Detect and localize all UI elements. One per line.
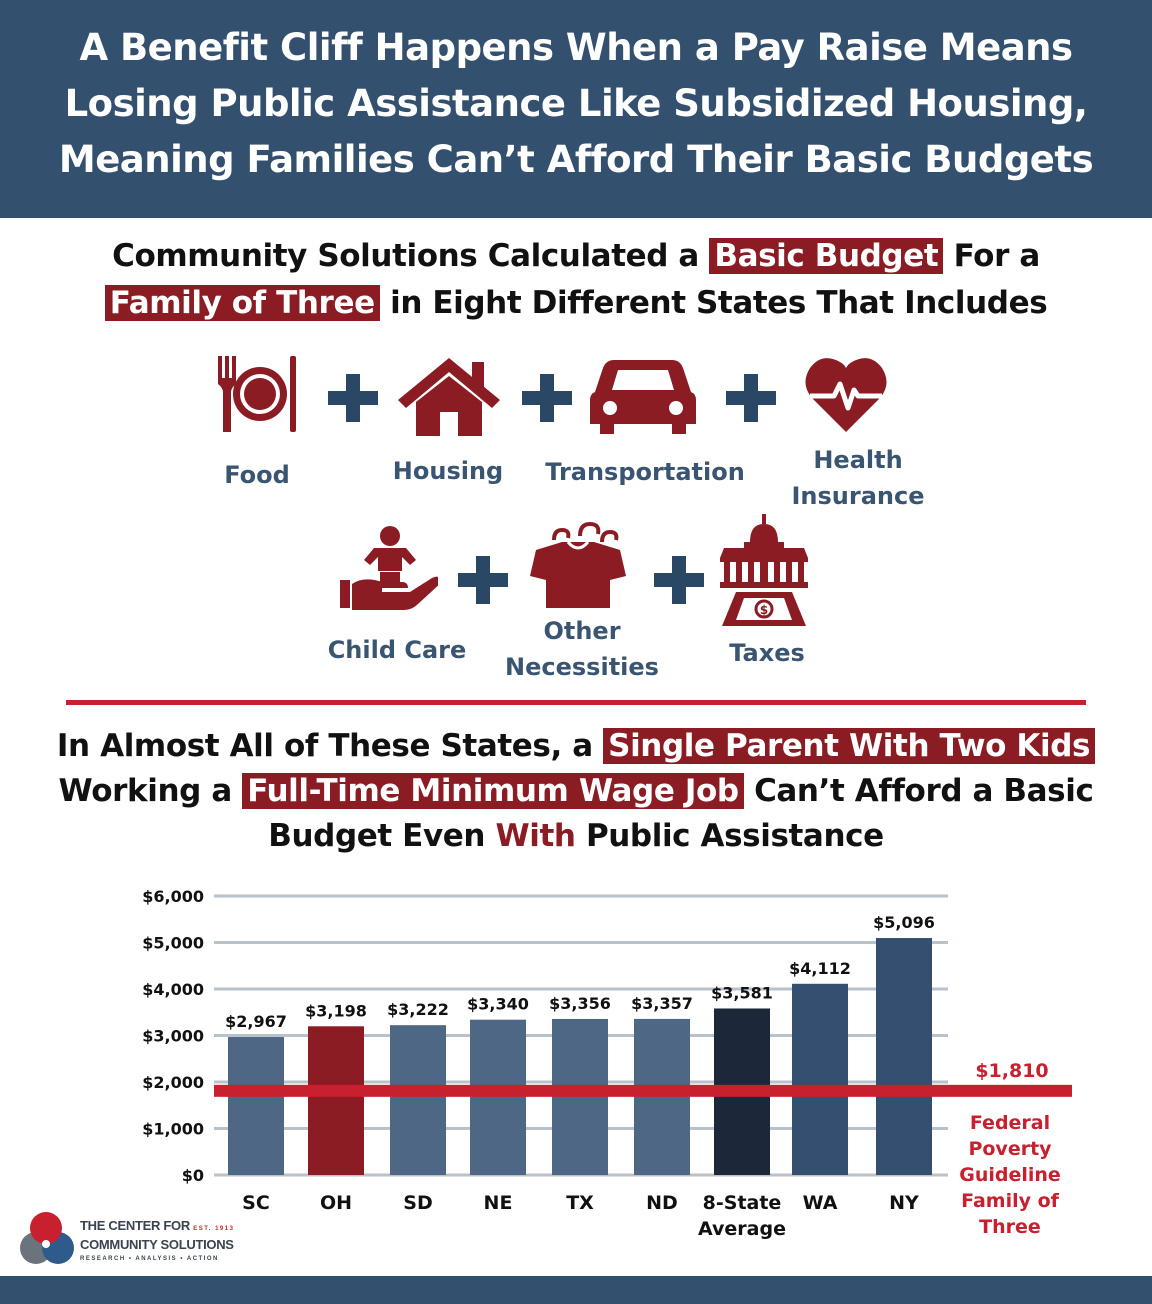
y-tick-label: $5,000 xyxy=(142,934,204,953)
data-label: $3,340 xyxy=(467,995,529,1014)
organization-name: THE CENTER FOR EST. 1913 COMMUNITY SOLUT… xyxy=(80,1218,235,1262)
header-line-1: A Benefit Cliff Happens When a Pay Raise… xyxy=(79,26,1073,69)
with-emphasis: With xyxy=(495,818,576,854)
section-divider xyxy=(66,700,1086,705)
x-tick-label: 8-State xyxy=(703,1192,782,1214)
poverty-guideline-caption: Poverty xyxy=(968,1138,1052,1160)
poverty-guideline-caption: Family of xyxy=(961,1190,1060,1212)
header-banner: A Benefit Cliff Happens When a Pay Raise… xyxy=(0,0,1152,218)
data-label: $3,357 xyxy=(631,994,693,1013)
data-label: $5,096 xyxy=(873,913,935,932)
basic-budget-highlight: Basic Budget xyxy=(709,238,944,274)
x-tick-label: NE xyxy=(484,1192,513,1214)
food-label: Food xyxy=(224,461,290,489)
child-care-icon xyxy=(340,526,438,610)
bar xyxy=(390,1025,446,1175)
house-icon xyxy=(398,358,500,436)
y-tick-label: $3,000 xyxy=(142,1027,204,1046)
data-label: $3,356 xyxy=(549,994,611,1013)
x-tick-label: NY xyxy=(889,1192,919,1214)
poverty-guideline-line xyxy=(214,1084,1072,1097)
y-tick-label: $0 xyxy=(182,1166,204,1185)
poverty-guideline-caption: Guideline xyxy=(959,1164,1061,1186)
data-label: $2,967 xyxy=(225,1012,287,1031)
y-tick-label: $1,000 xyxy=(142,1120,204,1139)
family-of-three-highlight: Family of Three xyxy=(104,285,380,321)
bar xyxy=(634,1018,690,1175)
car-icon xyxy=(590,360,696,434)
minimum-wage-highlight: Full-Time Minimum Wage Job xyxy=(242,773,744,809)
finding-line-3: Budget Even With Public Assistance xyxy=(268,818,884,854)
x-tick-label: TX xyxy=(566,1192,594,1214)
y-tick-label: $6,000 xyxy=(142,887,204,906)
x-tick-label: SC xyxy=(242,1192,270,1214)
data-label: $4,112 xyxy=(789,959,851,978)
bar xyxy=(470,1019,526,1175)
taxes-label: Taxes xyxy=(729,639,805,667)
plus-icon xyxy=(328,374,378,422)
clothes-icon xyxy=(530,521,626,608)
plus-icon xyxy=(458,556,508,604)
plus-icon xyxy=(654,556,704,604)
budget-bar-chart: $0 $1,000 $2,000 $3,000 $4,000 $5,000 $6,000 $2… xyxy=(142,887,1072,1240)
food-icon xyxy=(218,356,296,432)
x-tick-label: ND xyxy=(646,1192,678,1214)
bar xyxy=(308,1026,364,1175)
y-tick-label: $2,000 xyxy=(142,1073,204,1092)
poverty-guideline-value: $1,810 xyxy=(975,1060,1048,1082)
bar xyxy=(228,1037,284,1175)
data-label: $3,222 xyxy=(387,1000,449,1019)
health-insurance-label: Health Insurance xyxy=(791,446,925,510)
intro-line-1: Community Solutions Calculated a Basic B… xyxy=(112,238,1040,274)
finding-line-1: In Almost All of These States, a Single … xyxy=(0,728,1152,764)
x-tick-label: WA xyxy=(803,1192,838,1214)
plus-icon xyxy=(522,374,572,422)
transportation-label: Transportation xyxy=(545,458,745,486)
intro-line-2: Family of Three in Eight Different State… xyxy=(0,285,1152,321)
y-tick-label: $4,000 xyxy=(142,980,204,999)
child-care-label: Child Care xyxy=(327,636,467,664)
x-tick-label: Average xyxy=(698,1218,786,1240)
x-tick-label: OH xyxy=(320,1192,352,1214)
poverty-guideline-caption: Federal xyxy=(970,1112,1050,1134)
header-line-2: Losing Public Assistance Like Subsidized… xyxy=(64,82,1088,125)
x-tick-label: SD xyxy=(403,1192,432,1214)
organization-logo xyxy=(20,1212,74,1264)
bar xyxy=(552,1018,608,1175)
bar xyxy=(876,938,932,1175)
finding-line-2: Working a Full-Time Minimum Wage Job Can… xyxy=(58,773,1094,809)
footer-banner xyxy=(0,1276,1152,1304)
data-label: $3,198 xyxy=(305,1001,367,1020)
bar xyxy=(792,983,848,1175)
data-label: $3,581 xyxy=(711,983,773,1002)
capitol-tax-icon: $ xyxy=(720,514,808,626)
single-parent-highlight: Single Parent With Two Kids xyxy=(603,728,1096,764)
heart-pulse-icon xyxy=(805,358,887,432)
poverty-guideline-caption: Three xyxy=(979,1216,1041,1238)
header-line-3: Meaning Families Can’t Afford Their Basi… xyxy=(58,138,1094,181)
svg-text:$: $ xyxy=(760,603,768,617)
housing-label: Housing xyxy=(392,457,504,485)
plus-icon xyxy=(726,374,776,422)
other-necessities-label: Other Necessities xyxy=(505,617,659,681)
